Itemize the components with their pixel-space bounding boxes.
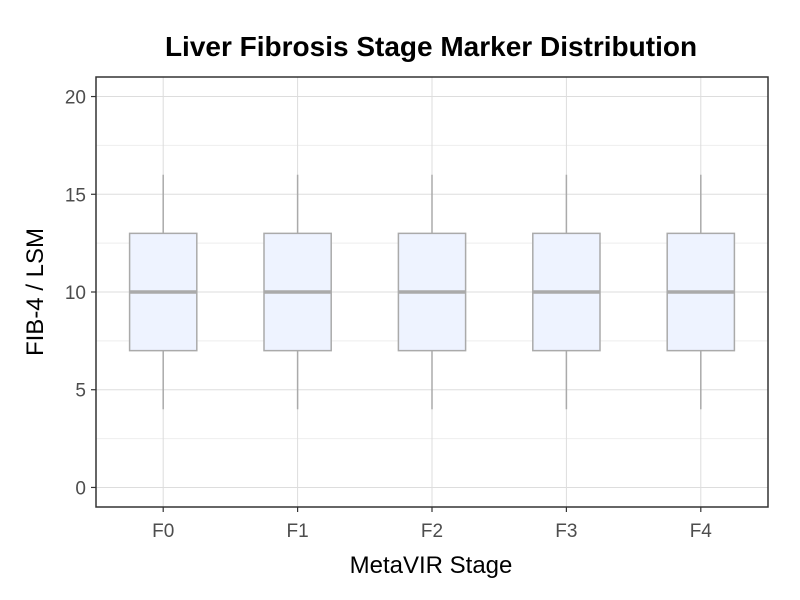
x-axis-title: MetaVIR Stage [350,552,513,579]
boxes [128,174,736,410]
box-F0 [128,174,198,410]
box-F1 [263,174,332,410]
x-tick-label-F0: F0 [152,521,174,542]
y-tick-label: 5 [75,381,86,402]
chart-title: Liver Fibrosis Stage Marker Distribution [165,31,697,62]
x-tick-label-F3: F3 [555,521,577,542]
y-tick-label: 10 [65,283,86,304]
box-F4 [666,174,736,410]
y-tick-label: 20 [65,88,86,109]
y-tick-label: 0 [75,478,86,499]
box-F2 [397,174,467,410]
x-tick-label-F4: F4 [690,521,713,542]
x-tick-label-F1: F1 [287,521,309,542]
box-F3 [532,174,601,410]
x-axis-ticks: F0 F1 F2 F3 F4 [152,507,712,542]
y-axis-title: FIB-4 / LSM [22,228,49,356]
x-tick-label-F2: F2 [421,521,443,542]
y-axis-ticks: 0 5 10 15 20 [65,88,96,499]
y-tick-label: 15 [65,185,86,206]
